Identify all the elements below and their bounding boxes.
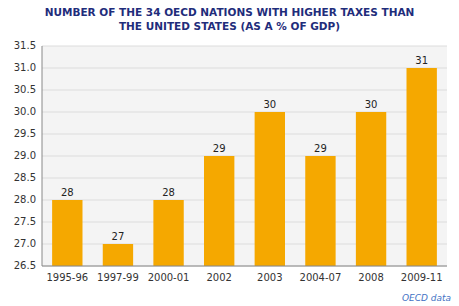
y-tick-label: 31.5 <box>14 40 36 51</box>
plot-area <box>42 46 447 266</box>
y-tick-label: 30.5 <box>14 84 36 95</box>
bar <box>204 156 234 266</box>
data-label: 30 <box>263 99 276 110</box>
x-tick-label: 2000-01 <box>148 272 190 283</box>
y-tick-label: 29.5 <box>14 128 36 139</box>
title: NUMBER OF THE 34 OECD NATIONS WITH HIGHE… <box>45 6 415 32</box>
y-tick-label: 26.5 <box>14 260 36 271</box>
x-tick-label: 2002 <box>206 272 231 283</box>
data-label: 28 <box>61 187 74 198</box>
data-label: 27 <box>112 231 125 242</box>
title-line: NUMBER OF THE 34 OECD NATIONS WITH HIGHE… <box>45 6 415 18</box>
grid-line <box>42 90 447 91</box>
y-tick-label: 29.0 <box>14 150 36 161</box>
annotation: OECD data <box>402 293 451 303</box>
x-tick-label: 2004-07 <box>300 272 342 283</box>
y-tick-label: 31.0 <box>14 62 36 73</box>
y-tick-label: 28.5 <box>14 172 36 183</box>
bar <box>407 68 437 266</box>
data-label: 30 <box>365 99 378 110</box>
x-axis <box>42 266 447 267</box>
data-label: 29 <box>314 143 327 154</box>
x-tick-label: 2009-11 <box>401 272 443 283</box>
y-tick-label: 30.0 <box>14 106 36 117</box>
grid-line <box>42 46 447 47</box>
y-tick-label: 27.0 <box>14 238 36 249</box>
grid-line <box>42 68 447 69</box>
x-tick-label: 2008 <box>358 272 383 283</box>
chart: 26.5 27.0 27.5 28.0 28.5 29.0 29.5 30.0 30.5 31.0… <box>0 0 459 306</box>
bar <box>52 200 82 266</box>
chart-container: 26.5 27.0 27.5 28.0 28.5 29.0 29.5 30.0 30.5 31.0… <box>0 0 459 306</box>
bar <box>305 156 335 266</box>
y-axis <box>42 46 43 266</box>
bar <box>103 244 133 266</box>
data-label: 29 <box>213 143 226 154</box>
grid <box>42 46 447 266</box>
bars <box>52 68 437 266</box>
x-tick-label: 1997-99 <box>97 272 139 283</box>
bar <box>255 112 285 266</box>
bar <box>356 112 386 266</box>
data-label: 28 <box>162 187 175 198</box>
y-tick-label: 27.5 <box>14 216 36 227</box>
x-tick-label: 1995-96 <box>46 272 88 283</box>
data-label: 31 <box>415 55 428 66</box>
grid-line <box>42 266 447 267</box>
y-tick-label: 28.0 <box>14 194 36 205</box>
title-line: THE UNITED STATES (AS A % OF GDP) <box>119 20 340 32</box>
x-tick-label: 2003 <box>257 272 282 283</box>
bar <box>153 200 183 266</box>
